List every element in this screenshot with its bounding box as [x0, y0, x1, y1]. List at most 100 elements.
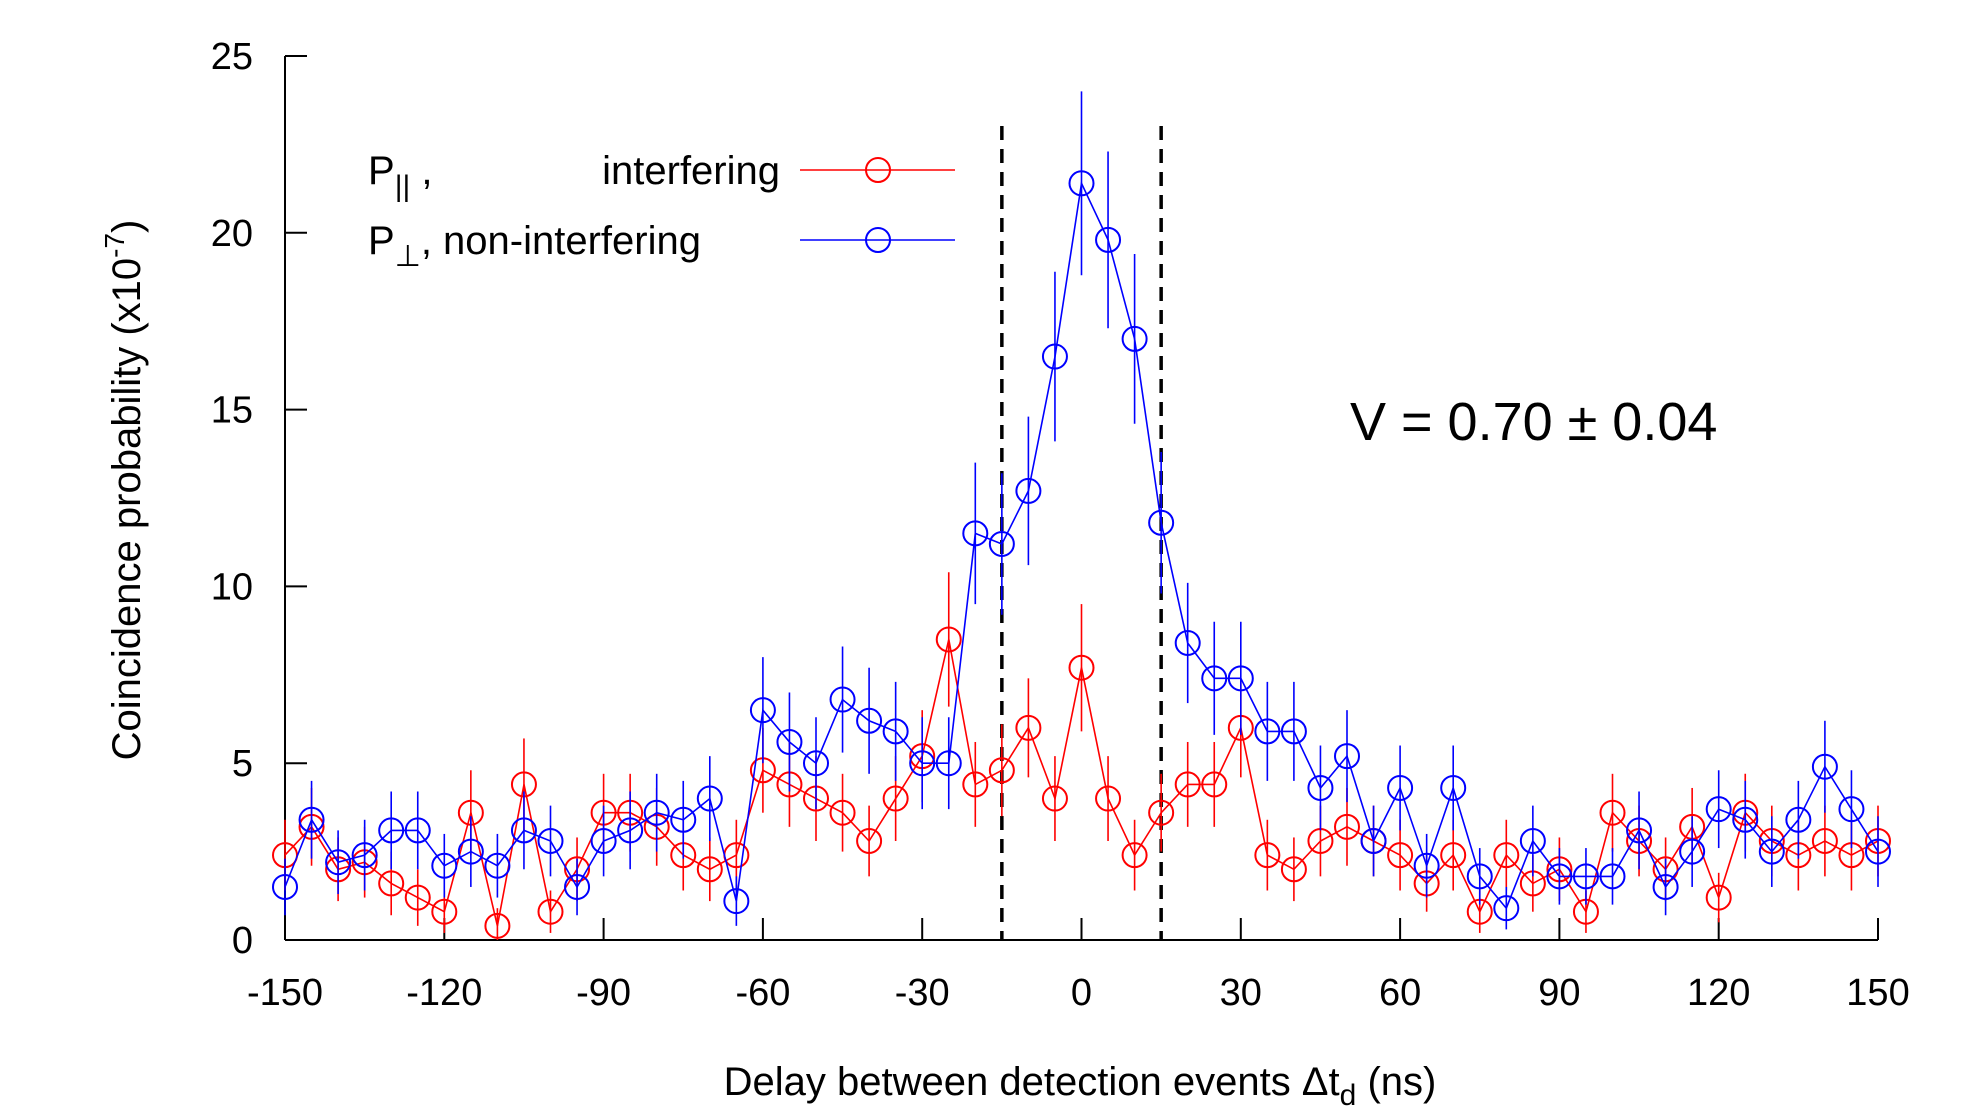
data-point [1440, 774, 1467, 801]
data-point [1785, 806, 1812, 833]
data-point [1095, 226, 1122, 253]
data-point [909, 750, 936, 777]
data-point [882, 718, 909, 745]
data-point [988, 530, 1015, 557]
legend-label: P⊥, non-interfering [368, 219, 701, 273]
data-point [1334, 813, 1360, 840]
data-point [590, 827, 617, 854]
data-point [1652, 873, 1679, 900]
data-point [1280, 856, 1307, 883]
y-tick-label: 15 [211, 390, 253, 432]
data-point [829, 799, 856, 826]
data-point [1068, 170, 1095, 197]
data-point [1254, 718, 1281, 745]
legend-marker [865, 157, 891, 183]
x-tick-label: -30 [895, 972, 950, 1014]
y-tick-label: 20 [211, 213, 253, 255]
data-point [1811, 753, 1838, 780]
series-1 [272, 91, 1891, 930]
legend-entry-0: P|| , interfering [368, 149, 955, 203]
x-axis-title-sub: d [1340, 1079, 1357, 1112]
data-point [1280, 718, 1307, 745]
data-point [1068, 654, 1095, 681]
data-point [1493, 895, 1520, 922]
data-point [1095, 785, 1122, 812]
data-point [325, 849, 352, 876]
legend-marker [865, 227, 891, 253]
x-axis-title-tail: (ns) [1356, 1060, 1436, 1104]
data-point [1811, 827, 1838, 854]
x-tick-label: 0 [1071, 972, 1092, 1014]
data-point [1387, 842, 1414, 869]
y-tick-label: 0 [232, 920, 253, 962]
data-series [272, 91, 1891, 940]
data-point [1360, 827, 1387, 854]
data-point [431, 852, 458, 879]
data-point [856, 827, 883, 854]
data-point [1227, 665, 1254, 692]
data-point [1440, 842, 1467, 869]
data-point [962, 520, 989, 547]
data-point [1413, 852, 1440, 879]
legend: P|| , interfering P⊥, non-interfering [368, 149, 955, 273]
x-tick-label: -60 [735, 972, 790, 1014]
data-point [404, 884, 431, 911]
y-axis-title: Coincidence probability (x10-7) [99, 220, 149, 761]
data-point [431, 898, 458, 925]
data-point [856, 707, 883, 734]
data-point [537, 827, 564, 854]
data-point [1121, 325, 1148, 352]
data-point [1599, 799, 1626, 826]
y-axis-title-tail: ) [105, 220, 149, 233]
data-point [537, 898, 564, 925]
data-point [723, 888, 750, 915]
data-point [1705, 884, 1732, 911]
data-point [1015, 714, 1042, 741]
x-tick-label: 60 [1379, 972, 1421, 1014]
data-point [1121, 842, 1148, 869]
data-point [643, 799, 670, 826]
x-tick-label: 150 [1846, 972, 1909, 1014]
data-point [1865, 838, 1891, 865]
data-point [1758, 838, 1785, 865]
data-point [1041, 785, 1068, 812]
data-point [298, 806, 325, 833]
legend-symbol: P [368, 149, 395, 193]
data-point [1626, 817, 1653, 844]
x-tick-label: -150 [247, 972, 323, 1014]
data-point [457, 838, 484, 865]
y-tick-label: 10 [211, 566, 253, 608]
data-point [882, 785, 909, 812]
data-point [1201, 665, 1228, 692]
data-point [1148, 509, 1175, 536]
data-point [510, 817, 537, 844]
x-axis-title-main: Delay between detection events Δt [724, 1060, 1340, 1104]
x-tick-label: -120 [406, 972, 482, 1014]
data-point [404, 817, 431, 844]
data-point [351, 842, 378, 869]
legend-subscript: || [395, 170, 411, 203]
tick-marks [284, 55, 1879, 941]
y-axis-title-main: Coincidence probability (x10 [105, 258, 149, 761]
x-tick-label: -90 [576, 972, 631, 1014]
data-point [1174, 629, 1201, 656]
data-point [1546, 863, 1573, 890]
x-axis-title: Delay between detection events Δtd (ns) [724, 1060, 1437, 1112]
data-point [1493, 842, 1520, 869]
data-point [1201, 771, 1228, 798]
data-point [749, 697, 776, 724]
data-point [803, 750, 829, 777]
legend-series-label: , non-interfering [421, 219, 701, 263]
data-point [935, 750, 962, 777]
data-point [1307, 774, 1334, 801]
data-point [1015, 477, 1042, 504]
data-point [1838, 796, 1865, 823]
y-tick-label: 25 [211, 36, 253, 78]
y-tick-label: 5 [232, 743, 253, 785]
data-point [988, 757, 1015, 784]
y-axis-title-sup: -7 [99, 233, 130, 258]
data-point [378, 817, 405, 844]
series-0 [272, 572, 1891, 940]
legend-symbol: P [368, 219, 395, 263]
